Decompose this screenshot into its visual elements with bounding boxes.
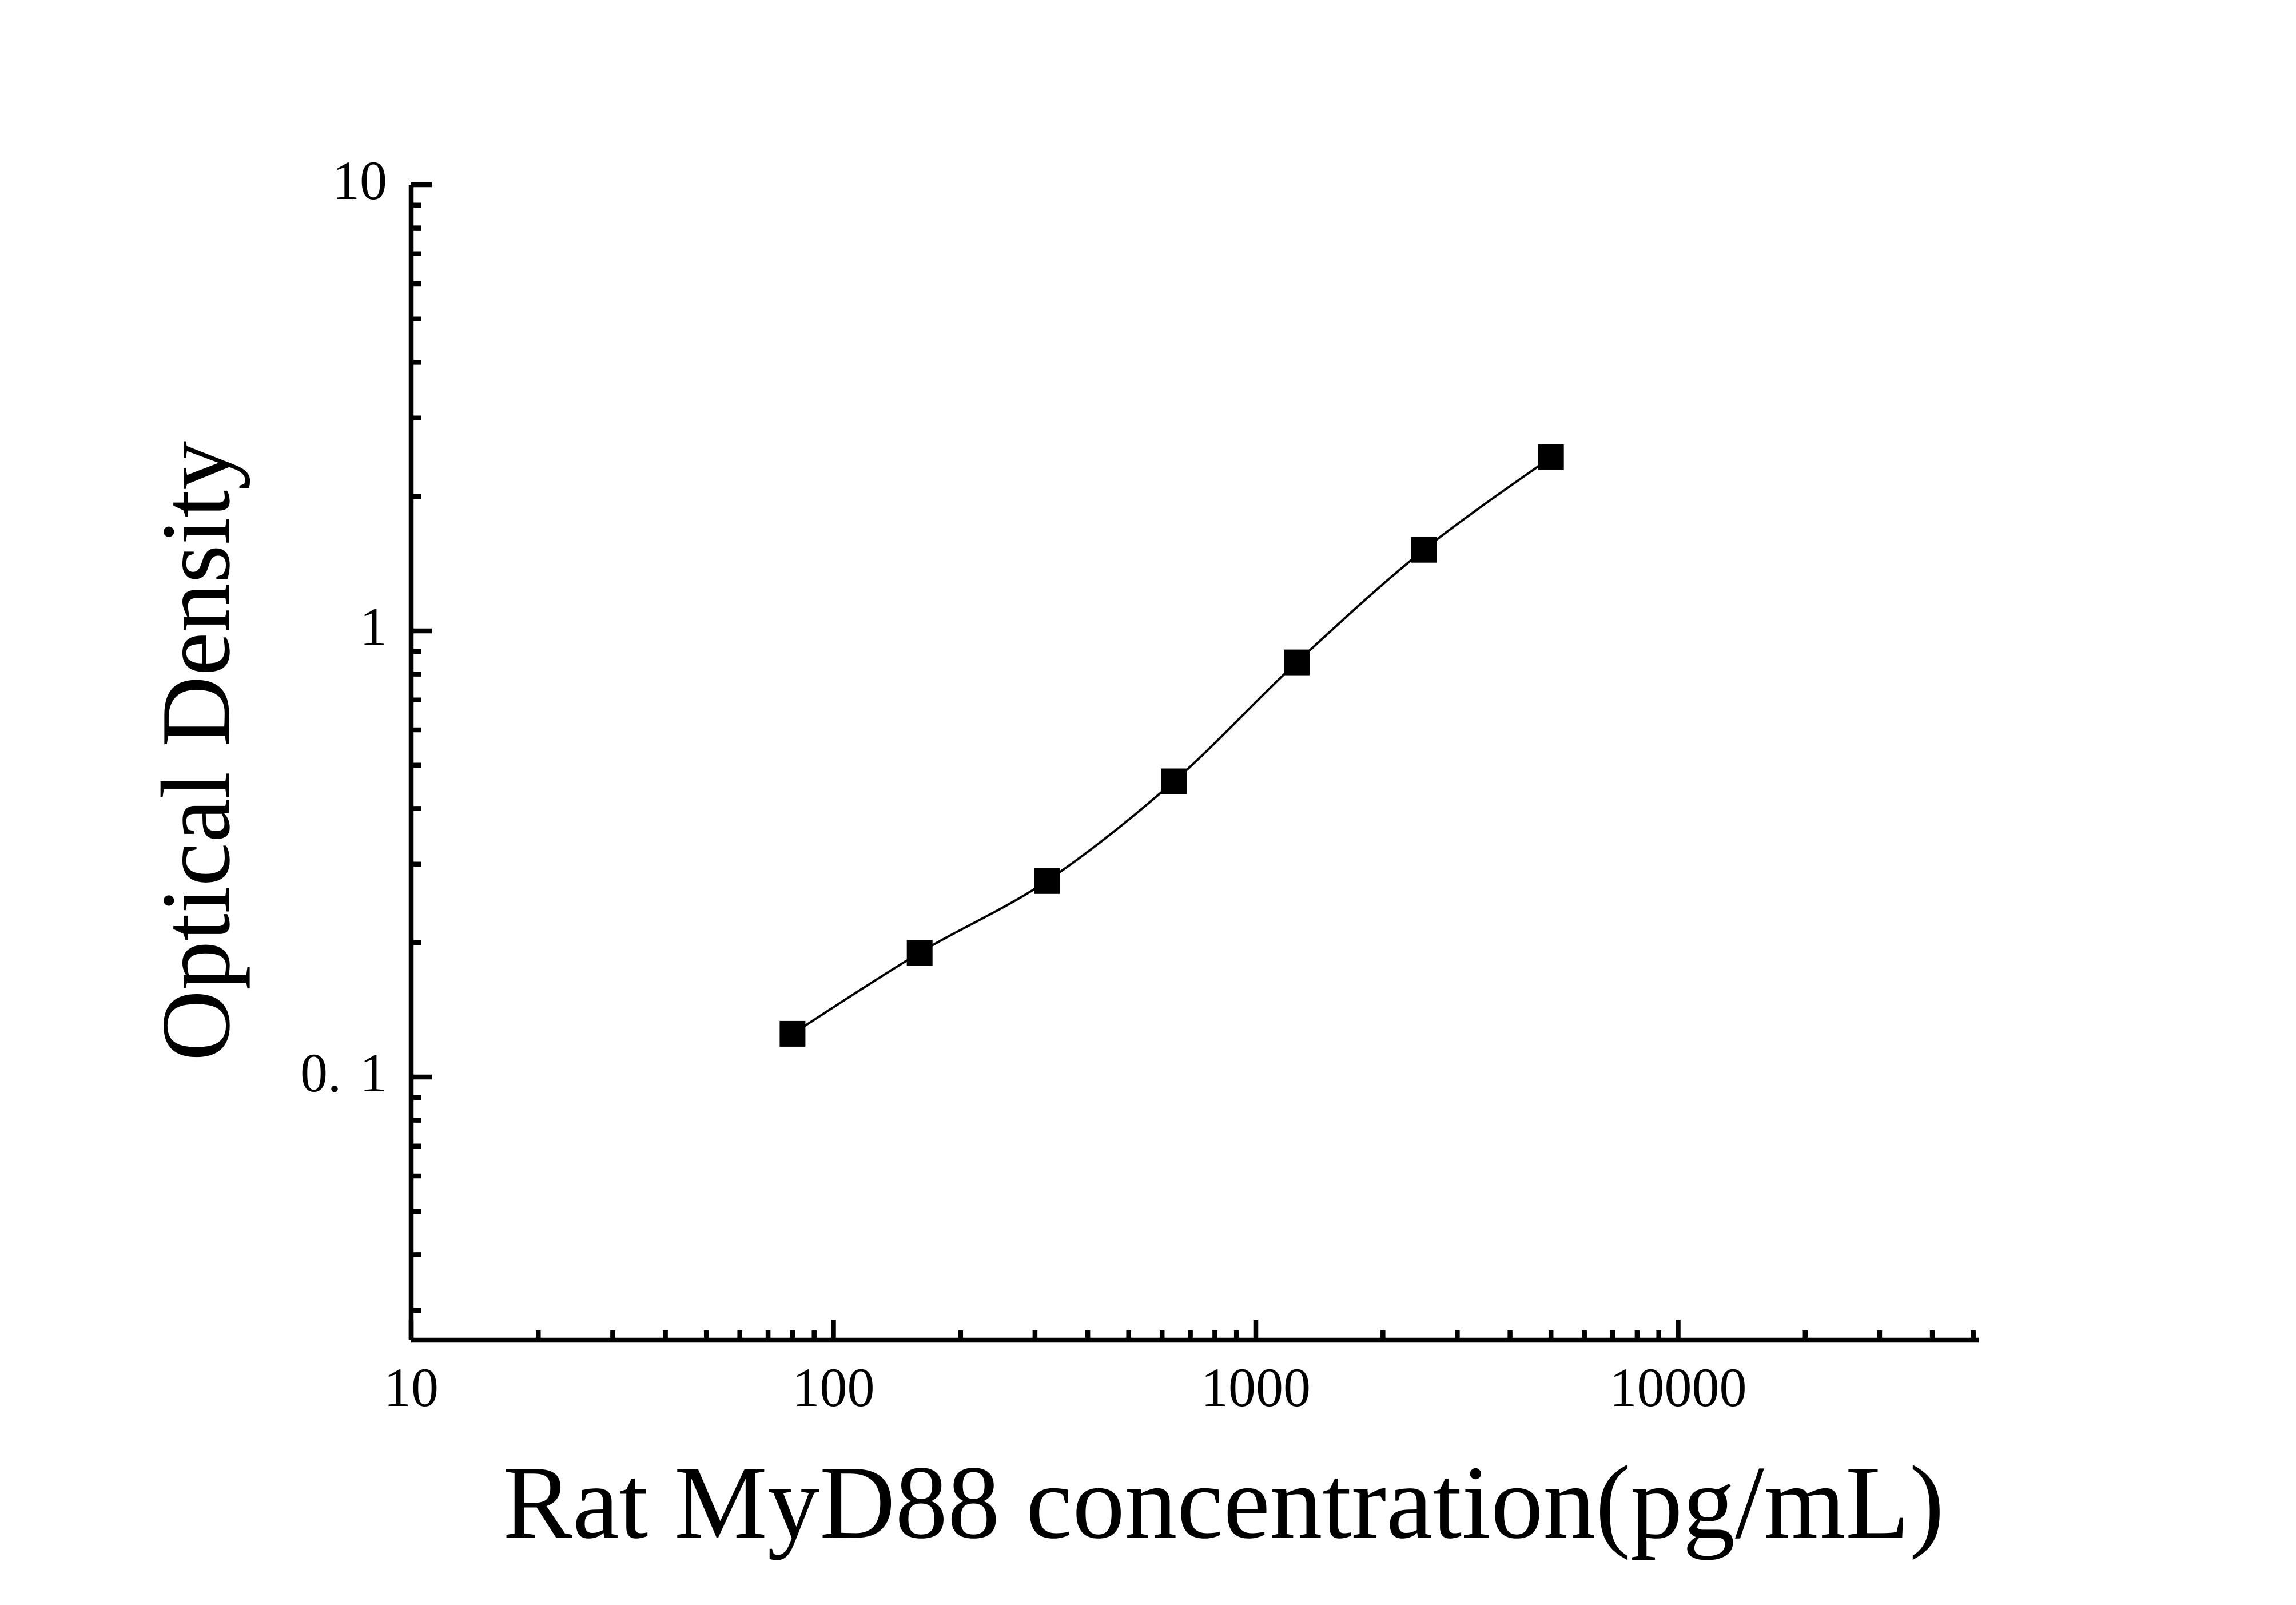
- svg-text:Optical Density: Optical Density: [142, 441, 250, 1061]
- svg-text:10: 10: [332, 150, 387, 211]
- svg-text:10000: 10000: [1610, 1357, 1747, 1418]
- svg-text:0. 1: 0. 1: [300, 1042, 387, 1103]
- svg-text:1000: 1000: [1201, 1357, 1311, 1418]
- svg-text:10: 10: [384, 1357, 439, 1418]
- svg-text:100: 100: [793, 1357, 875, 1418]
- svg-text:1: 1: [360, 596, 387, 657]
- svg-text:Rat MyD88 concentration(pg/mL): Rat MyD88 concentration(pg/mL): [503, 1444, 1944, 1560]
